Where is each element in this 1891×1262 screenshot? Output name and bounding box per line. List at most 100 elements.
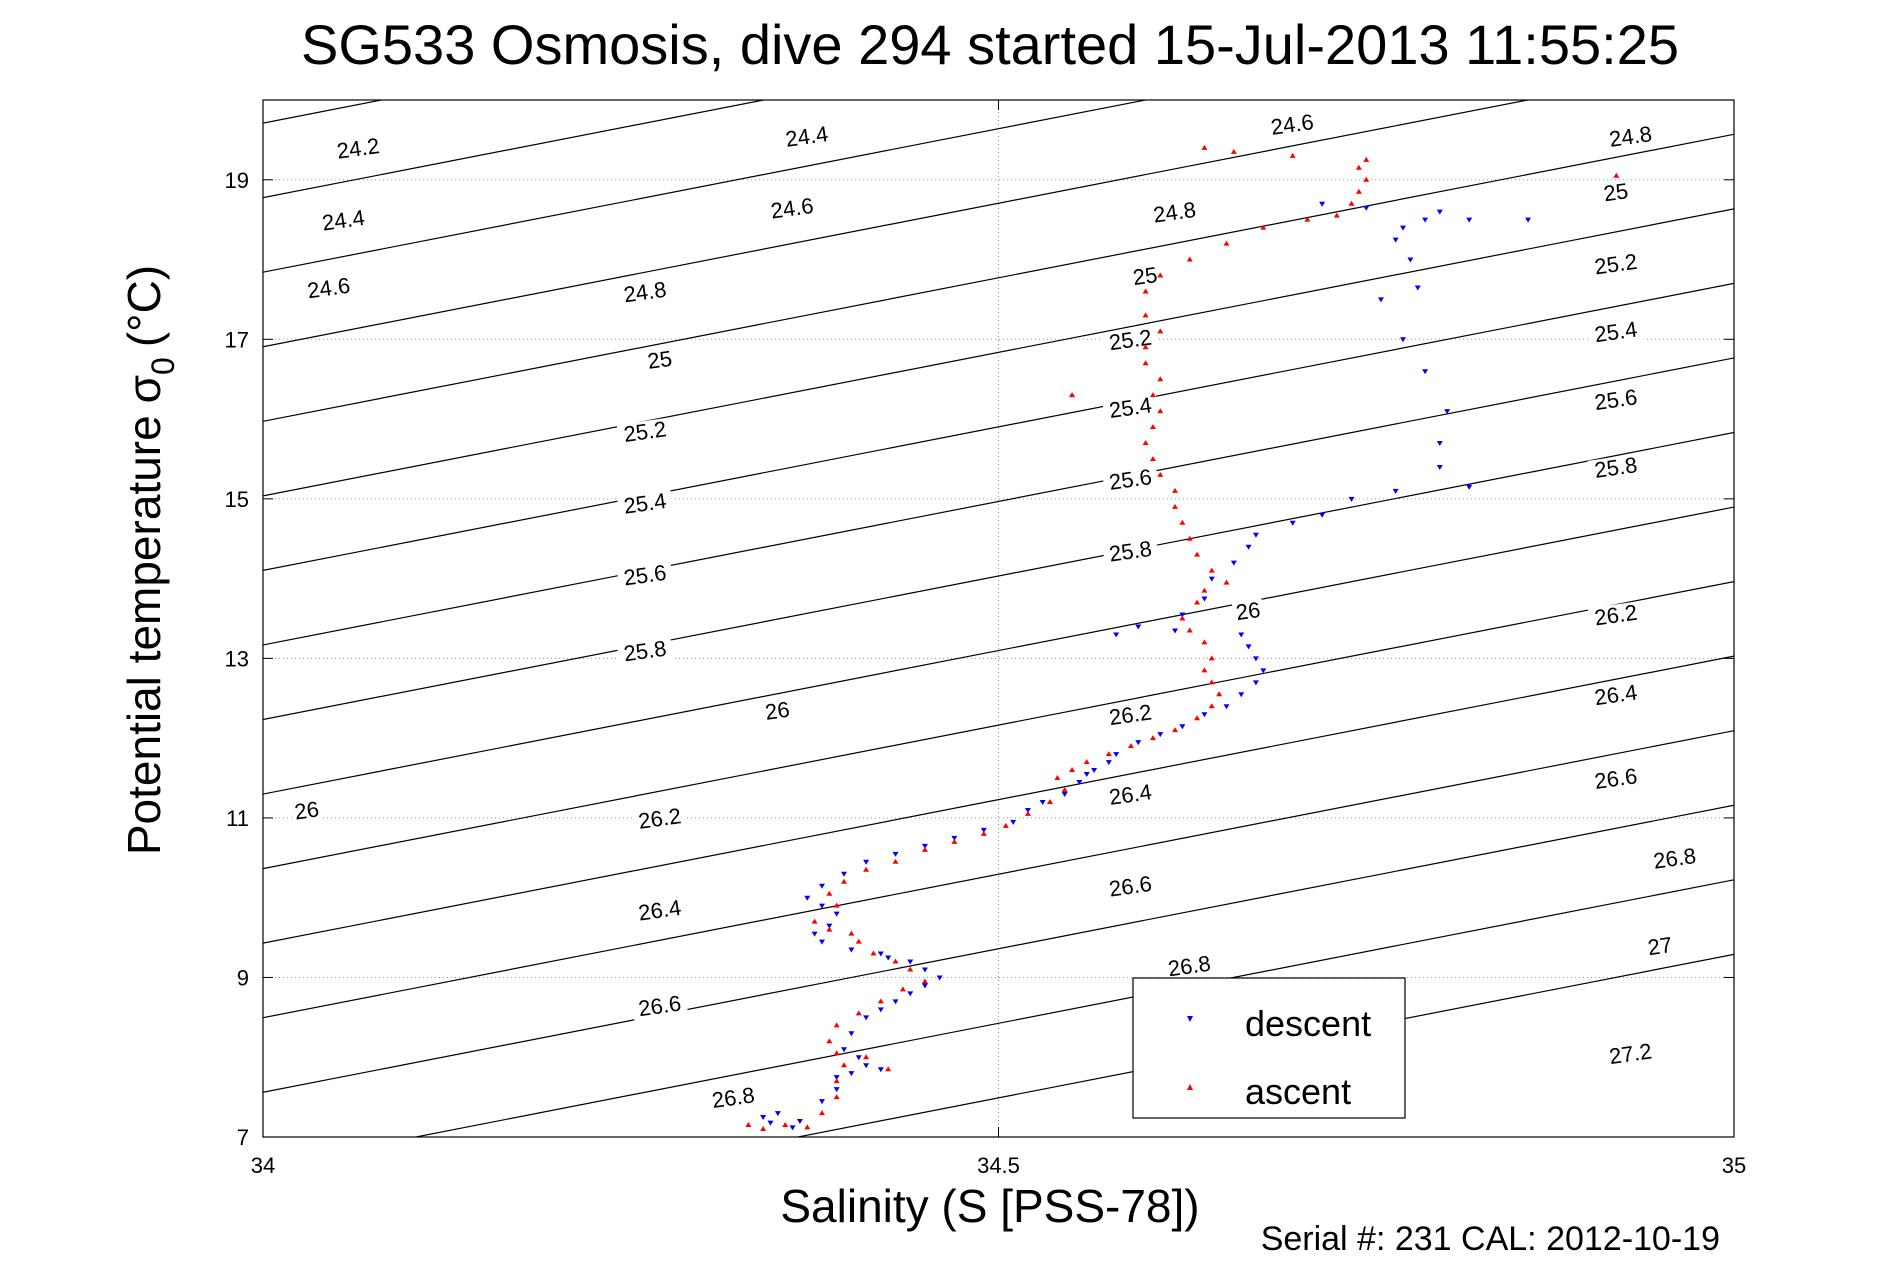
ascent-point <box>782 1122 789 1128</box>
contour-label: 24.8 <box>1608 121 1654 152</box>
contour-label: 26.8 <box>1652 843 1698 874</box>
contour-label: 25 <box>1602 178 1630 206</box>
contour-label-bg <box>1264 110 1321 140</box>
contour-label: 24.4 <box>784 121 830 152</box>
contour-label-bg <box>763 194 821 224</box>
ascent-point <box>826 926 833 932</box>
ascent-point <box>1230 148 1237 154</box>
descent-point <box>1392 488 1399 494</box>
contour-label-bg <box>616 560 674 591</box>
ascent-point <box>1142 440 1149 446</box>
contour-label: 26.6 <box>1593 763 1639 794</box>
ascent-point <box>1083 759 1090 765</box>
data-series <box>745 144 1620 1132</box>
ascent-point <box>833 902 840 908</box>
descent-point <box>811 931 818 937</box>
ascent-point <box>892 858 899 864</box>
descent-point <box>826 923 833 929</box>
contour-line <box>263 100 767 199</box>
ascent-point <box>1348 200 1355 206</box>
contour-label: 26.8 <box>1166 951 1212 982</box>
contour-label: 24.6 <box>1269 109 1315 140</box>
ascent-point <box>1260 224 1267 230</box>
contour-label: 24.2 <box>335 133 381 164</box>
contour-label-group: 25.6 <box>1587 384 1645 415</box>
descent-point <box>1400 225 1407 231</box>
series-ascent <box>745 144 1620 1132</box>
series-descent <box>760 201 1532 1131</box>
descent-point <box>921 983 928 989</box>
ascent-point <box>921 978 928 984</box>
ascent-point <box>855 938 862 944</box>
descent-point <box>1157 732 1164 738</box>
ascent-point <box>892 958 899 964</box>
contour-label: 25.6 <box>622 560 668 591</box>
contour-label-bg <box>705 1083 762 1113</box>
contour-label: 25.8 <box>622 636 668 667</box>
descent-point <box>885 955 892 961</box>
ascent-point <box>818 1110 825 1116</box>
ascent-point <box>1069 392 1076 398</box>
contour-label: 25.6 <box>1107 464 1153 495</box>
ascent-point <box>1172 503 1179 509</box>
descent-point <box>1091 768 1098 774</box>
descent-point <box>804 895 811 901</box>
descent-point <box>774 1111 781 1117</box>
contour-label-group: 25 <box>643 346 677 374</box>
ascent-point <box>1127 743 1134 749</box>
contour-label: 25.6 <box>1593 384 1639 415</box>
ascent-point <box>841 1062 848 1068</box>
ascent-point <box>1289 152 1296 158</box>
descent-point <box>877 951 884 957</box>
contour-line <box>263 208 1734 497</box>
contour-label-bg <box>315 206 372 236</box>
contour-label-group: 26.6 <box>631 991 689 1021</box>
ascent-point <box>1223 240 1230 246</box>
chart-title: SG533 Osmosis, dive 294 started 15-Jul-2… <box>301 13 1679 76</box>
ascent-point <box>1208 703 1215 709</box>
descent-point <box>848 947 855 953</box>
ascent-point <box>1142 360 1149 366</box>
contour-label: 25.8 <box>1593 452 1639 483</box>
contour-label: 25.2 <box>1107 324 1153 355</box>
ascent-point <box>1024 810 1031 816</box>
contour-labels: 24.2 24.4 24.6 24.4 24.6 24.8 25 25.2 25.4 25.6 25… <box>290 109 1704 1113</box>
contour-label-bg <box>1128 263 1162 290</box>
contour-label-bg <box>1587 764 1645 794</box>
descent-point <box>1223 704 1230 710</box>
contour-label-group: 24.6 <box>1264 109 1321 140</box>
contour-label-bg <box>778 122 836 152</box>
ascent-point <box>1157 471 1164 477</box>
contour-label-bg <box>1643 933 1677 960</box>
descent-point <box>1105 760 1112 766</box>
descent-point <box>1319 512 1326 518</box>
density-contours <box>263 100 1734 1137</box>
descent-point <box>980 827 987 833</box>
contour-label-group: 25.4 <box>1102 392 1159 423</box>
contour-label-group: 27.2 <box>1602 1038 1659 1069</box>
contour-label-group: 24.4 <box>315 205 372 236</box>
ascent-point <box>1186 627 1193 633</box>
ascent-point <box>1333 212 1340 218</box>
descent-point <box>951 835 958 841</box>
descent-point <box>907 991 914 997</box>
descent-point <box>863 1063 870 1069</box>
y-tick-label: 19 <box>225 168 249 193</box>
ascent-point <box>745 1122 752 1128</box>
contour-line <box>263 804 1734 1093</box>
contour-label-bg <box>1599 179 1633 206</box>
descent-point <box>1252 680 1259 686</box>
ascent-point <box>1201 587 1208 593</box>
contour-label-bg <box>1161 951 1218 982</box>
descent-point <box>1113 632 1120 638</box>
contour-label-group: 24.6 <box>300 273 358 303</box>
descent-point <box>907 959 914 965</box>
contour-label-group: 25 <box>1599 178 1633 206</box>
contour-label-bg <box>290 797 324 824</box>
contour-label: 26.4 <box>1107 779 1153 810</box>
descent-point <box>848 1031 855 1037</box>
descent-point <box>1208 576 1215 582</box>
ascent-point <box>1054 775 1061 781</box>
contour-label-bg <box>1231 598 1265 625</box>
